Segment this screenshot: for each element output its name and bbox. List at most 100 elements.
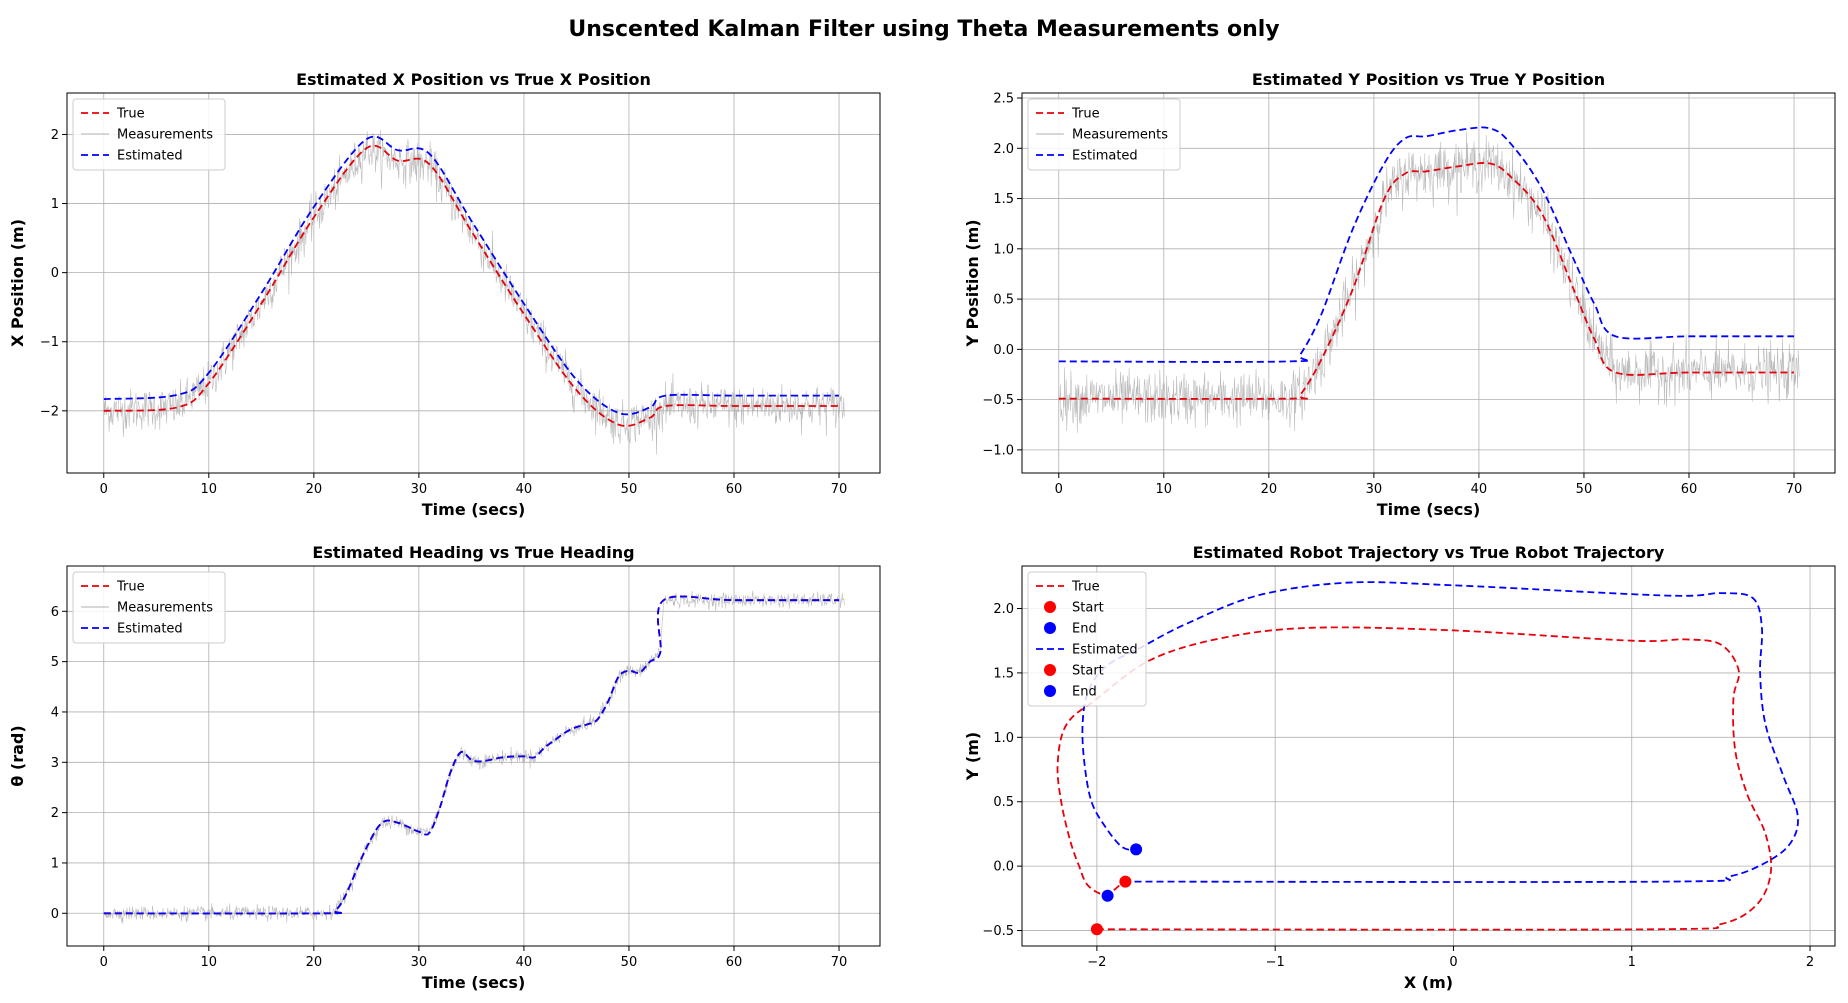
y-tick-label: −1.0 (982, 443, 1014, 458)
x-tick-label: 50 (621, 955, 638, 970)
x-tick-label: 60 (1681, 482, 1698, 497)
series-measurements (1058, 131, 1800, 433)
series-true (103, 144, 839, 427)
plot-area (1056, 581, 1799, 936)
y-tick-label: 1.0 (993, 242, 1014, 257)
x-tick-label: 50 (621, 482, 638, 497)
plot-area (103, 129, 845, 455)
x-tick-label: 10 (201, 955, 218, 970)
legend-box (72, 98, 226, 171)
legend-end-swatch (1044, 685, 1056, 697)
subplot-4: −2 −1 0 1 2 −0.5 0.0 0.5 1.0 1.5 2.0 Estimated Robo… (963, 543, 1836, 992)
x-tick-label: 40 (1471, 482, 1488, 497)
y-tick-label: 1.5 (993, 666, 1014, 681)
y-tick-label: 0.0 (993, 860, 1014, 875)
legend-label: End (1072, 622, 1097, 637)
legend-label: True (1071, 107, 1100, 122)
marker-estimated-end (1130, 843, 1143, 856)
subplot-title: Estimated Robot Trajectory vs True Robot… (1193, 543, 1665, 562)
series-true (103, 595, 839, 915)
legend: True Measurements Estimated (1027, 98, 1181, 171)
x-tick-label: 2 (1806, 955, 1814, 970)
y-tick-label: −0.5 (982, 393, 1014, 408)
x-tick-label: 40 (516, 482, 533, 497)
x-tick-label: −2 (1087, 955, 1106, 970)
legend-start-swatch (1044, 664, 1056, 676)
series-estimated (1058, 126, 1794, 363)
legend-label: Start (1072, 601, 1104, 616)
figure-title: Unscented Kalman Filter using Theta Meas… (568, 17, 1279, 42)
marker-true-end (1101, 889, 1114, 902)
subplot-2: 0 10 20 30 40 50 60 70 −1.0 −0.5 0.0 0.5 1.0 1.5 2.0 2.… (963, 70, 1836, 519)
x-tick-label: 70 (831, 482, 848, 497)
legend-label: End (1072, 685, 1097, 700)
x-tick-label: 10 (1156, 482, 1173, 497)
y-tick-label: 0 (51, 907, 59, 922)
legend-label: Measurements (117, 601, 213, 616)
y-tick-label: 2 (51, 806, 59, 821)
y-tick-label: −0.5 (982, 924, 1014, 939)
x-tick-label: 0 (1449, 955, 1457, 970)
series-estimated (103, 595, 839, 915)
axes-frame (1021, 565, 1836, 947)
legend-start-swatch (1044, 601, 1056, 613)
legend-label: Estimated (1072, 149, 1138, 164)
x-tick-label: 10 (201, 482, 218, 497)
y-axis-label: X Position (m) (8, 219, 27, 347)
y-tick-label: 6 (51, 605, 59, 620)
subplot-title: Estimated Heading vs True Heading (312, 543, 634, 562)
y-tick-label: −2 (40, 404, 59, 419)
x-tick-label: 40 (516, 955, 533, 970)
x-axis-label: Time (secs) (1377, 500, 1481, 519)
series-estimated (1081, 581, 1799, 883)
legend-label: Measurements (1072, 128, 1168, 143)
y-tick-label: 1 (51, 197, 59, 212)
legend-label: True (116, 580, 145, 595)
axes-frame (1021, 92, 1836, 474)
y-tick-label: 0.0 (993, 343, 1014, 358)
legend-label: Estimated (117, 622, 183, 637)
x-tick-label: 30 (1366, 482, 1383, 497)
legend-label: Estimated (1072, 643, 1138, 658)
y-tick-label: 0.5 (993, 795, 1014, 810)
x-axis-label: X (m) (1404, 973, 1453, 992)
axes-frame (66, 565, 881, 947)
legend-label: True (1071, 580, 1100, 595)
x-tick-label: 0 (100, 482, 108, 497)
x-tick-label: 30 (411, 955, 428, 970)
x-tick-label: 0 (1055, 482, 1063, 497)
y-tick-label: 4 (51, 705, 59, 720)
marker-estimated-start (1119, 875, 1132, 888)
y-tick-label: 3 (51, 756, 59, 771)
x-tick-label: 70 (1786, 482, 1803, 497)
x-tick-label: 50 (1576, 482, 1593, 497)
x-tick-label: 1 (1628, 955, 1636, 970)
plot-area (1058, 126, 1800, 433)
legend-label: Estimated (117, 149, 183, 164)
y-tick-label: 2.5 (993, 92, 1014, 107)
x-tick-label: −1 (1266, 955, 1285, 970)
subplot-3: 0 10 20 30 40 50 60 70 0 1 2 3 4 5 6 Estimated Heading … (8, 543, 881, 992)
series-estimated (103, 135, 839, 416)
marker-true-start (1090, 923, 1103, 936)
y-tick-label: 2 (51, 128, 59, 143)
y-axis-label: Y Position (m) (963, 219, 982, 347)
x-tick-label: 60 (726, 955, 743, 970)
subplot-1: 0 10 20 30 40 50 60 70 −2 −1 0 1 2 Estimated X Positi… (8, 70, 881, 519)
legend-label: Measurements (117, 128, 213, 143)
legend-box (1027, 571, 1147, 707)
plot-area (103, 590, 845, 924)
y-tick-label: 2.0 (993, 142, 1014, 157)
series-true (1056, 626, 1773, 931)
x-tick-label: 60 (726, 482, 743, 497)
subplot-title: Estimated Y Position vs True Y Position (1252, 70, 1605, 89)
y-tick-label: 1.0 (993, 731, 1014, 746)
x-tick-label: 0 (100, 955, 108, 970)
x-tick-label: 70 (831, 955, 848, 970)
x-axis-label: Time (secs) (422, 973, 526, 992)
legend: True Measurements Estimated (72, 98, 226, 171)
x-tick-label: 20 (306, 482, 323, 497)
y-tick-label: 2.0 (993, 602, 1014, 617)
y-tick-label: −1 (40, 335, 59, 350)
